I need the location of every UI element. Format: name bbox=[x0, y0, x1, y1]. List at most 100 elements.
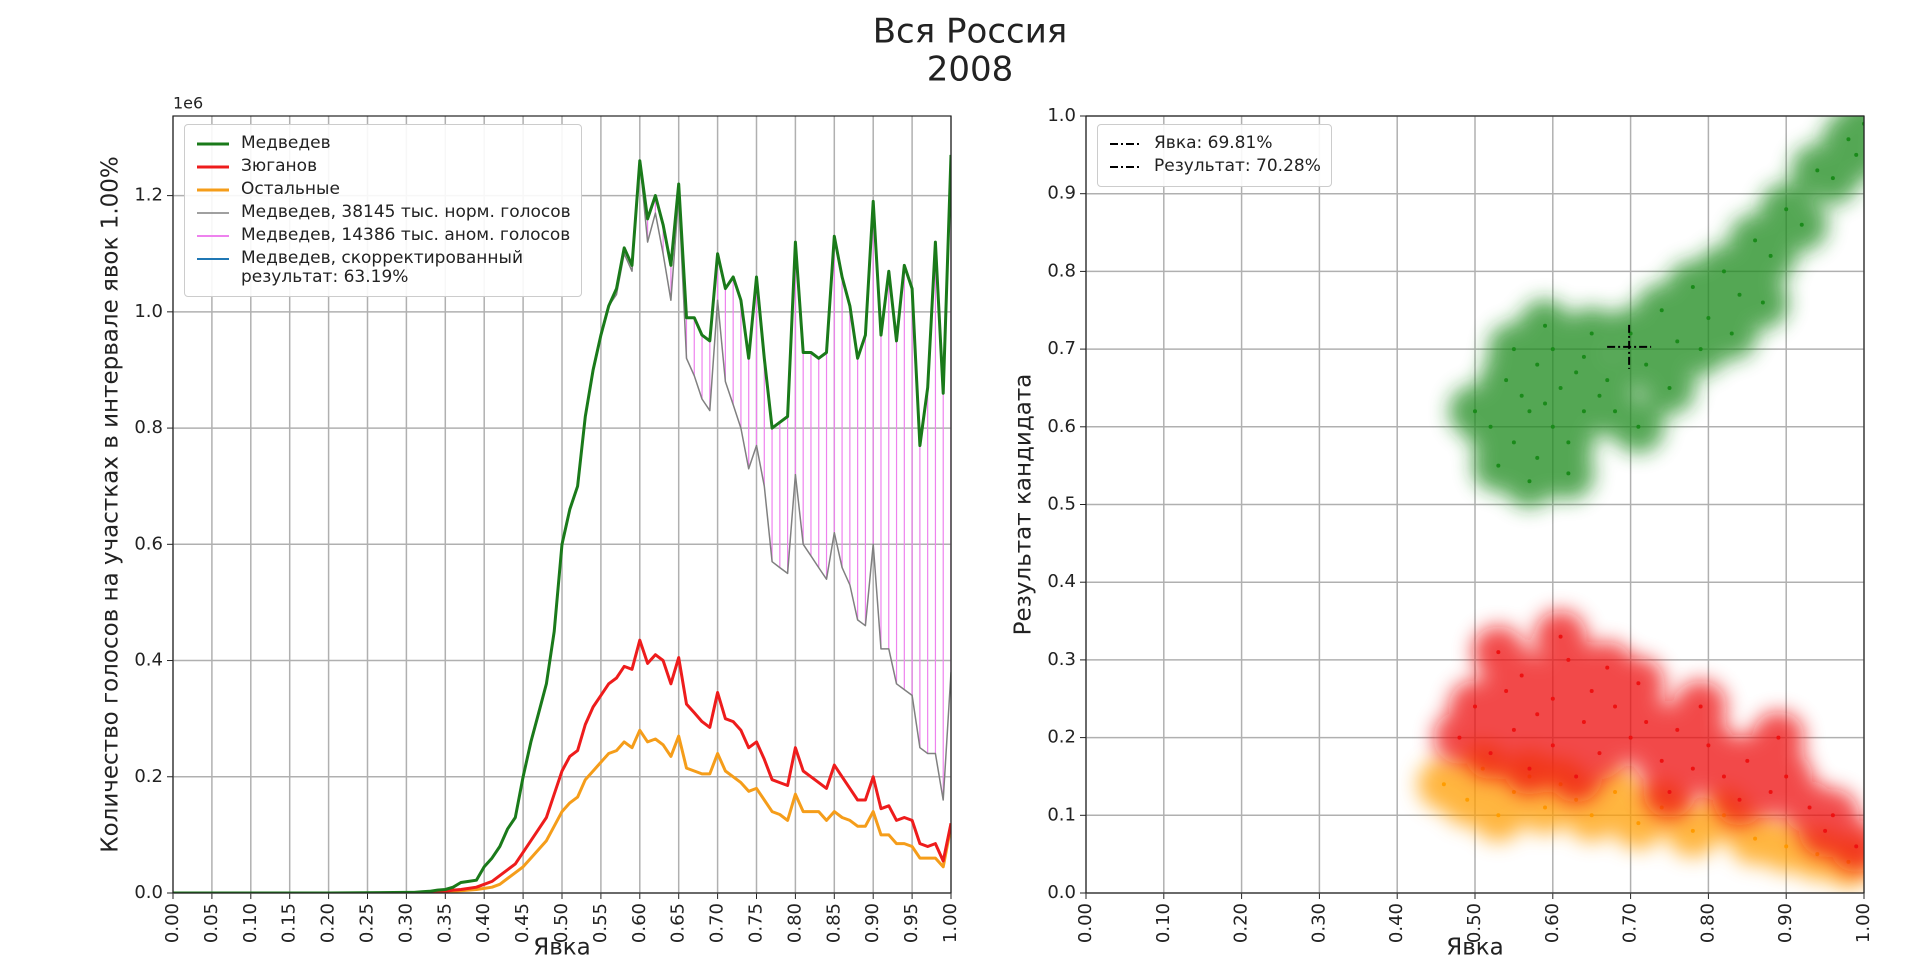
scatter-dot bbox=[1667, 385, 1672, 390]
x-tick-label: 0.70 bbox=[1620, 903, 1641, 943]
point-cloud bbox=[1433, 610, 1864, 873]
scatter-dot bbox=[1613, 409, 1618, 414]
swatch-line bbox=[197, 258, 229, 260]
x-axis-label: Явка bbox=[1446, 935, 1504, 960]
scatter-dot bbox=[1581, 354, 1586, 359]
x-tick-label: 0.20 bbox=[318, 903, 339, 943]
scatter-dot bbox=[1527, 766, 1532, 771]
y-tick-label: 0.1 bbox=[1047, 804, 1076, 825]
y-tick-label: 0.4 bbox=[134, 650, 163, 671]
scatter-dot bbox=[1659, 308, 1664, 313]
scatter-dot bbox=[1519, 393, 1524, 398]
scatter-dot bbox=[1690, 766, 1695, 771]
figure-title: 2008 bbox=[927, 50, 1014, 90]
scatter-dot bbox=[1441, 782, 1446, 787]
y-tick-label: 0.2 bbox=[1047, 727, 1076, 748]
legend-item: Медведев, 38145 тыс. норм. голосов bbox=[195, 203, 571, 223]
y-tick-label: 1.2 bbox=[134, 185, 163, 206]
x-tick-label: 0.85 bbox=[823, 903, 844, 943]
scatter-point bbox=[1838, 116, 1864, 150]
scatter-dot bbox=[1706, 743, 1711, 748]
legend-label: Явка: 69.81% bbox=[1154, 133, 1273, 153]
scatter-dot bbox=[1589, 813, 1594, 818]
scatter-dot bbox=[1737, 797, 1742, 802]
scatter-dot bbox=[1807, 805, 1812, 810]
scatter-dot bbox=[1519, 673, 1524, 678]
x-tick-label: 0.15 bbox=[279, 903, 300, 943]
x-tick-label: 0.70 bbox=[707, 903, 728, 943]
legend-item: Медведев, скорректированный результат: 6… bbox=[195, 249, 571, 287]
legend: Явка: 69.81% Результат: 70.28% bbox=[1097, 124, 1332, 187]
scatter-dot bbox=[1815, 168, 1820, 173]
legend-item: Остальные bbox=[195, 180, 571, 200]
swatch-line bbox=[197, 235, 229, 237]
scatter-dot bbox=[1698, 347, 1703, 352]
scatter-dot bbox=[1675, 727, 1680, 732]
scatter-dot bbox=[1830, 176, 1835, 181]
y-axis-label: Результат кандидата bbox=[1011, 374, 1037, 636]
legend-swatch bbox=[195, 249, 231, 269]
x-tick-label: 0.40 bbox=[1386, 903, 1407, 943]
swatch-line bbox=[197, 212, 229, 214]
scatter-dot bbox=[1496, 650, 1501, 655]
x-tick-label: 0.60 bbox=[629, 903, 650, 943]
x-tick-label: 0.35 bbox=[434, 903, 455, 943]
scatter-dot bbox=[1854, 844, 1859, 849]
x-tick-label: 0.80 bbox=[784, 903, 805, 943]
swatch-line bbox=[197, 188, 229, 192]
swatch-line bbox=[197, 142, 229, 146]
scatter-dot bbox=[1667, 789, 1672, 794]
legend-item: Медведев, 14386 тыс. аном. голосов bbox=[195, 226, 571, 246]
y-offset-label: 1e6 bbox=[173, 94, 203, 113]
scatter-dot bbox=[1636, 681, 1641, 686]
legend-label: Медведев, 14386 тыс. аном. голосов bbox=[241, 225, 571, 245]
scatter-dot bbox=[1597, 393, 1602, 398]
x-tick-label: 0.60 bbox=[1542, 903, 1563, 943]
line-series bbox=[173, 728, 951, 893]
scatter-dot bbox=[1558, 634, 1563, 639]
scatter-dot bbox=[1745, 758, 1750, 763]
scatter-dot bbox=[1488, 751, 1493, 756]
scatter-dot bbox=[1473, 409, 1477, 414]
scatter-dot bbox=[1496, 813, 1501, 818]
scatter-dot bbox=[1535, 712, 1540, 717]
scatter-dot bbox=[1543, 805, 1548, 810]
scatter-dot bbox=[1644, 720, 1649, 725]
scatter-dot bbox=[1784, 207, 1789, 212]
scatter-dot bbox=[1768, 253, 1773, 258]
scatter-dot bbox=[1721, 774, 1726, 779]
x-tick-label: 0.80 bbox=[1697, 903, 1718, 943]
legend-swatch bbox=[1108, 134, 1144, 154]
scatter-dot bbox=[1753, 836, 1758, 841]
x-axis-label: Явка bbox=[533, 935, 591, 960]
x-tick-label: 1.00 bbox=[940, 903, 961, 943]
x-tick-label: 0.40 bbox=[473, 903, 494, 943]
y-tick-label: 0.5 bbox=[1047, 494, 1076, 515]
x-tick-label: 0.55 bbox=[590, 903, 611, 943]
y-tick-label: 0.0 bbox=[134, 882, 163, 903]
scatter-dot bbox=[1550, 424, 1555, 429]
scatter-dot bbox=[1613, 704, 1618, 709]
y-tick-label: 0.8 bbox=[1047, 260, 1076, 281]
scatter-dot bbox=[1566, 440, 1571, 445]
y-tick-label: 1.0 bbox=[134, 301, 163, 322]
legend-label: Медведев bbox=[241, 133, 331, 153]
scatter-dot bbox=[1527, 409, 1532, 414]
scatter-dot bbox=[1566, 471, 1571, 476]
legend-label: Остальные bbox=[241, 179, 340, 199]
scatter-dot bbox=[1511, 347, 1516, 352]
plot-frame bbox=[172, 115, 952, 894]
x-tick-label: 0.90 bbox=[862, 903, 883, 943]
y-tick-label: 0.2 bbox=[134, 766, 163, 787]
scatter-dot bbox=[1784, 774, 1789, 779]
scatter-dot bbox=[1543, 323, 1548, 328]
y-tick-label: 0.4 bbox=[1047, 571, 1076, 592]
scatter-dot bbox=[1644, 362, 1649, 367]
figure-title: Вся Россия bbox=[873, 12, 1068, 52]
scatter-dot bbox=[1776, 735, 1781, 740]
scatter-dot bbox=[1511, 727, 1516, 732]
scatter-dot bbox=[1675, 339, 1680, 344]
plot-area: 0.00 0.10 0.20 0.30 0.40 0.50 0.60 0.70 0.80 0.90… bbox=[1011, 105, 1875, 960]
scatter-dot bbox=[1784, 844, 1789, 849]
